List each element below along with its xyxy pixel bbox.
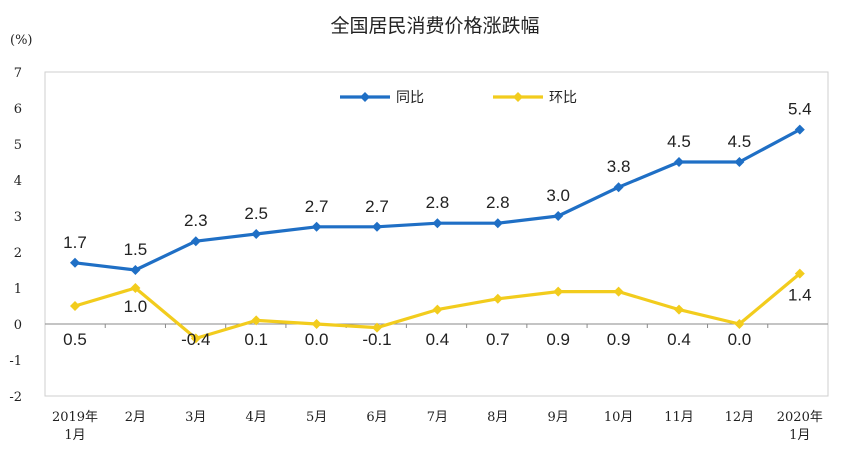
data-point bbox=[794, 124, 805, 135]
data-label: 3.8 bbox=[607, 157, 631, 176]
data-point bbox=[311, 319, 322, 329]
data-label: 5.4 bbox=[788, 100, 812, 119]
data-label: 1.5 bbox=[124, 240, 148, 259]
series-layer bbox=[70, 124, 805, 344]
x-axis: 2019年 1月 2月 3月 4月 5月 6月 7月 8月 9月 10月 11月 12月 2020年 1月 bbox=[52, 410, 823, 443]
x-tick-label: 2020年 bbox=[777, 410, 823, 425]
y-tick-label: -1 bbox=[9, 354, 22, 369]
data-label: 2.8 bbox=[426, 193, 450, 212]
data-point bbox=[190, 333, 201, 344]
data-point bbox=[190, 236, 201, 247]
x-tick-label: 1月 bbox=[789, 428, 810, 443]
data-label: 2.3 bbox=[184, 211, 208, 230]
data-label: 2.7 bbox=[365, 197, 389, 216]
data-label: 1.4 bbox=[788, 286, 812, 305]
data-label: 0.4 bbox=[667, 330, 691, 349]
data-label: 1.7 bbox=[63, 233, 87, 252]
data-point bbox=[492, 293, 503, 304]
data-label: -0.4 bbox=[181, 330, 210, 349]
data-point bbox=[553, 286, 564, 297]
data-point bbox=[492, 218, 503, 229]
data-label: 0.0 bbox=[305, 330, 329, 349]
data-label: 0.9 bbox=[607, 330, 631, 349]
legend-label: 同比 bbox=[396, 90, 424, 106]
data-point bbox=[372, 221, 382, 232]
data-label: 0.0 bbox=[728, 330, 752, 349]
y-tick-label: 7 bbox=[14, 66, 22, 81]
x-tick-label: 5月 bbox=[306, 410, 327, 425]
data-point bbox=[251, 315, 262, 326]
x-tick-label: 4月 bbox=[246, 410, 267, 425]
data-label: 0.7 bbox=[486, 330, 510, 349]
y-tick-label: 6 bbox=[14, 102, 22, 117]
data-point bbox=[372, 322, 382, 333]
data-point bbox=[311, 221, 322, 232]
x-tick-label: 11月 bbox=[664, 410, 694, 425]
data-label: 0.4 bbox=[426, 330, 450, 349]
data-point bbox=[130, 265, 141, 275]
x-tick-label: 7月 bbox=[427, 410, 448, 425]
y-tick-label: 2 bbox=[14, 246, 22, 261]
data-point bbox=[674, 157, 684, 167]
data-point bbox=[674, 304, 684, 315]
x-tick-label: 6月 bbox=[366, 410, 387, 425]
data-label: 1.0 bbox=[124, 297, 148, 316]
data-point bbox=[553, 211, 564, 221]
y-axis: -2 -1 0 1 2 3 4 5 6 7 bbox=[9, 66, 828, 405]
data-label: -0.1 bbox=[362, 330, 391, 349]
data-label: 0.1 bbox=[244, 330, 268, 349]
y-tick-label: 4 bbox=[14, 174, 22, 189]
data-label: 0.9 bbox=[546, 330, 570, 349]
data-label: 4.5 bbox=[667, 132, 691, 151]
legend-label: 环比 bbox=[549, 90, 577, 106]
y-tick-label: -2 bbox=[9, 390, 22, 405]
data-label: 0.5 bbox=[63, 330, 87, 349]
legend-marker bbox=[513, 92, 523, 102]
y-tick-label: 0 bbox=[14, 318, 22, 333]
x-tick-label: 2019年 bbox=[52, 410, 98, 425]
y-tick-label: 3 bbox=[14, 210, 22, 225]
data-label: 2.7 bbox=[305, 197, 329, 216]
data-point bbox=[130, 283, 141, 293]
data-point bbox=[432, 218, 443, 229]
y-tick-label: 5 bbox=[14, 138, 22, 153]
data-point bbox=[251, 229, 262, 239]
data-label: 4.5 bbox=[728, 132, 752, 151]
y-tick-label: 1 bbox=[14, 282, 22, 297]
x-tick-label: 9月 bbox=[548, 410, 569, 425]
data-labels: 1.7 1.5 2.3 2.5 2.7 2.7 2.8 2.8 3.0 3.8 4.5 4.5 5.4 0… bbox=[63, 100, 811, 349]
x-tick-label: 2月 bbox=[125, 410, 146, 425]
data-point bbox=[70, 301, 80, 311]
data-point bbox=[734, 157, 745, 167]
data-label: 3.0 bbox=[546, 186, 570, 205]
data-point bbox=[734, 319, 745, 329]
chart-title: 全国居民消费价格涨跌幅 bbox=[330, 15, 539, 37]
data-point bbox=[613, 182, 624, 193]
legend-marker bbox=[360, 92, 370, 102]
x-tick-label: 8月 bbox=[487, 410, 508, 425]
legend: 同比 环比 bbox=[340, 90, 577, 106]
x-tick-label: 1月 bbox=[64, 428, 85, 443]
x-tick-label: 10月 bbox=[604, 410, 634, 425]
y-unit-label: (%) bbox=[10, 33, 33, 48]
data-label: 2.5 bbox=[244, 204, 268, 223]
plot-area bbox=[44, 71, 829, 397]
data-point bbox=[432, 304, 443, 315]
data-point bbox=[70, 257, 80, 268]
x-tick-label: 3月 bbox=[185, 410, 206, 425]
data-label: 2.8 bbox=[486, 193, 510, 212]
data-point bbox=[794, 268, 805, 279]
data-point bbox=[613, 286, 624, 297]
x-tick-label: 12月 bbox=[725, 410, 755, 425]
